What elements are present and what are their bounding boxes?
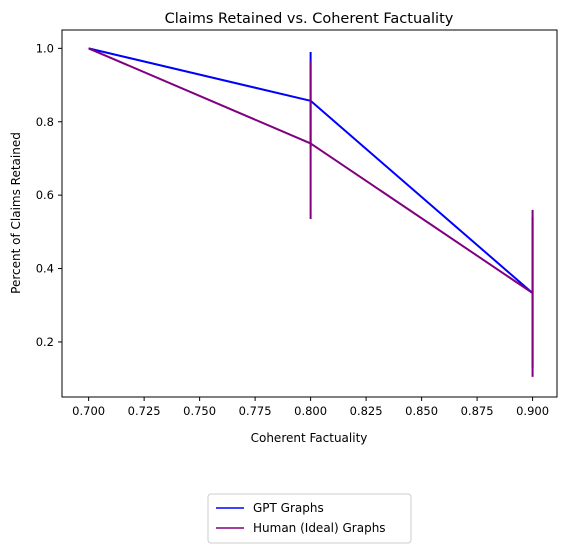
x-tick-label: 0.875 <box>461 404 494 418</box>
x-axis-label: Coherent Factuality <box>251 431 368 445</box>
plot-frame <box>61 29 558 398</box>
chart-title: Claims Retained vs. Coherent Factuality <box>165 11 454 27</box>
y-axis-label: Percent of Claims Retained <box>9 132 23 294</box>
legend-label: GPT Graphs <box>253 501 324 515</box>
y-tick-label: 0.4 <box>36 262 54 276</box>
x-tick-label: 0.800 <box>294 404 327 418</box>
plot-area <box>88 47 534 377</box>
legend-label: Human (Ideal) Graphs <box>253 521 386 535</box>
x-axis: 0.700 0.725 0.750 0.775 0.800 0.825 0.850 0.875… <box>72 397 549 418</box>
x-tick-label: 0.825 <box>350 404 383 418</box>
legend-box <box>207 493 412 544</box>
x-tick-label: 0.750 <box>183 404 216 418</box>
y-tick-label: 1.0 <box>36 41 54 55</box>
x-tick-label: 0.850 <box>405 404 438 418</box>
y-tick-label: 0.8 <box>36 115 54 129</box>
x-tick-label: 0.775 <box>239 404 272 418</box>
y-tick-label: 0.2 <box>36 335 54 349</box>
x-tick-label: 0.725 <box>128 404 161 418</box>
x-tick-label: 0.700 <box>72 404 105 418</box>
y-tick-label: 0.6 <box>36 188 54 202</box>
y-axis: 0.2 0.4 0.6 0.8 1.0 <box>36 41 62 349</box>
legend: GPT Graphs Human (Ideal) Graphs <box>207 493 412 544</box>
x-tick-label: 0.900 <box>516 404 549 418</box>
